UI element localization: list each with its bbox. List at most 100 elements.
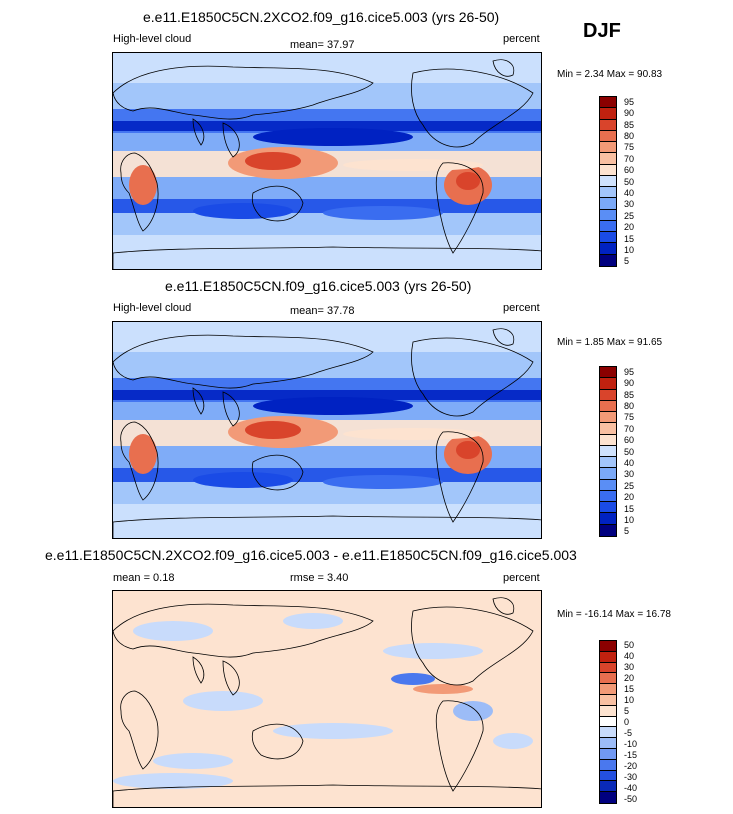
- colorbar-tick-label: 90: [624, 378, 635, 389]
- coastline: [492, 597, 515, 615]
- colorbar-swatch: [600, 468, 616, 480]
- colorbar-swatch: [600, 389, 616, 401]
- colorbar-swatch: [600, 479, 616, 491]
- colorbar-tick-label: 95: [624, 96, 635, 107]
- coastline: [113, 515, 541, 538]
- latitude-band: [113, 446, 541, 468]
- colorbar-tick-label: 85: [624, 119, 635, 130]
- colorbar-tick-label: 75: [624, 412, 635, 423]
- coastline: [251, 454, 304, 491]
- colorbar-swatch: [600, 108, 616, 120]
- coastline: [222, 122, 240, 158]
- panel3-contour-plot: [113, 591, 541, 807]
- colorbar-tick-label: -20: [624, 760, 638, 771]
- panel3-title: e.e11.E1850C5CN.2XCO2.f09_g16.cice5.003 …: [45, 547, 577, 563]
- colorbar-tick-label: 95: [624, 366, 635, 377]
- latitude-band: [113, 121, 541, 131]
- difference-anomaly: [153, 753, 233, 769]
- coastline: [411, 68, 534, 148]
- coastline: [222, 660, 240, 696]
- colorbar-swatch: [600, 716, 616, 728]
- colorbar-tick-label: 60: [624, 165, 635, 176]
- panel3-map: [112, 590, 542, 808]
- coastline: [492, 59, 515, 77]
- colorbar-swatch: [600, 513, 616, 525]
- difference-anomaly: [493, 733, 533, 749]
- colorbar-swatch: [600, 175, 616, 188]
- colorbar-tick-label: 40: [624, 457, 635, 468]
- latitude-band: [113, 390, 541, 400]
- colorbar-tick-label: 20: [624, 222, 635, 233]
- subtropical-min-north: [253, 397, 413, 415]
- africa-max: [129, 434, 157, 474]
- subtropical-min-south: [193, 472, 293, 488]
- latitude-band: [113, 504, 541, 538]
- colorbar-tick-label: 40: [624, 187, 635, 198]
- coastline: [411, 337, 534, 417]
- panel2-variable-label: High-level cloud: [113, 302, 192, 314]
- coastline: [435, 431, 484, 523]
- colorbar-tick-label: 30: [624, 662, 635, 673]
- coastline: [251, 723, 304, 760]
- difference-anomaly: [273, 723, 393, 739]
- colorbar-swatch: [600, 209, 616, 221]
- difference-anomaly: [133, 621, 213, 641]
- coastline: [113, 65, 374, 120]
- colorbar-tick-label: 5: [624, 526, 630, 537]
- panel3-rmse-label: rmse = 3.40: [290, 572, 349, 584]
- panel3-units-label: percent: [503, 572, 540, 584]
- colorbar-swatch: [600, 770, 616, 782]
- colorbar-swatch: [600, 792, 616, 803]
- colorbar-tick-label: 75: [624, 142, 635, 153]
- panel3-mean-label: mean = 0.18: [113, 572, 175, 584]
- amazon-core: [456, 441, 480, 459]
- africa-max: [129, 165, 157, 205]
- colorbar-swatch: [600, 727, 616, 739]
- colorbar-tick-label: 80: [624, 400, 635, 411]
- coastline: [192, 387, 205, 415]
- season-label: DJF: [583, 20, 621, 42]
- colorbar-tick-label: 70: [624, 423, 635, 434]
- coastline: [113, 603, 374, 658]
- colorbar-tick-label: -40: [624, 782, 638, 793]
- colorbar-swatch: [600, 198, 616, 210]
- colorbar-tick-label: 10: [624, 695, 635, 706]
- subtropical-min-south: [193, 203, 293, 219]
- latitude-band: [113, 352, 541, 378]
- coastline: [113, 246, 541, 269]
- colorbar-tick-label: 10: [624, 514, 635, 525]
- maritime-continent-core: [245, 152, 301, 170]
- panel1-mean-label: mean= 37.97: [290, 39, 355, 51]
- coastline: [120, 421, 159, 501]
- colorbar-tick-label: -10: [624, 738, 638, 749]
- difference-anomaly: [413, 684, 473, 694]
- colorbar-tick-label: 30: [624, 469, 635, 480]
- colorbar-tick-label: 50: [624, 446, 635, 457]
- panel1-contour-plot: [113, 53, 541, 269]
- colorbar-swatch: [600, 400, 616, 413]
- colorbar-swatch: [600, 457, 616, 469]
- colorbar-tick-label: 15: [624, 233, 635, 244]
- colorbar-tick-label: 90: [624, 108, 635, 119]
- subtropical-min-south-pacific: [323, 475, 443, 489]
- colorbar-swatch: [600, 142, 616, 154]
- panel1-minmax: Min = 2.34 Max = 90.83: [557, 69, 663, 80]
- colorbar-swatch: [600, 694, 616, 706]
- latitude-band: [113, 177, 541, 199]
- panel2-colorbar: [599, 366, 617, 537]
- amazon-core: [456, 172, 480, 190]
- panel1-colorbar: [599, 96, 617, 267]
- panel2-units-label: percent: [503, 302, 540, 314]
- colorbar-swatch: [600, 412, 616, 424]
- latitude-band: [113, 322, 541, 352]
- colorbar-swatch: [600, 367, 616, 379]
- coastline: [492, 328, 515, 346]
- colorbar-tick-label: 10: [624, 244, 635, 255]
- colorbar-swatch: [600, 164, 616, 176]
- difference-anomaly: [113, 773, 233, 789]
- latitude-band: [113, 235, 541, 269]
- colorbar-swatch: [600, 119, 616, 131]
- colorbar-swatch: [600, 243, 616, 255]
- colorbar-tick-label: 15: [624, 503, 635, 514]
- maritime-continent-core: [245, 421, 301, 439]
